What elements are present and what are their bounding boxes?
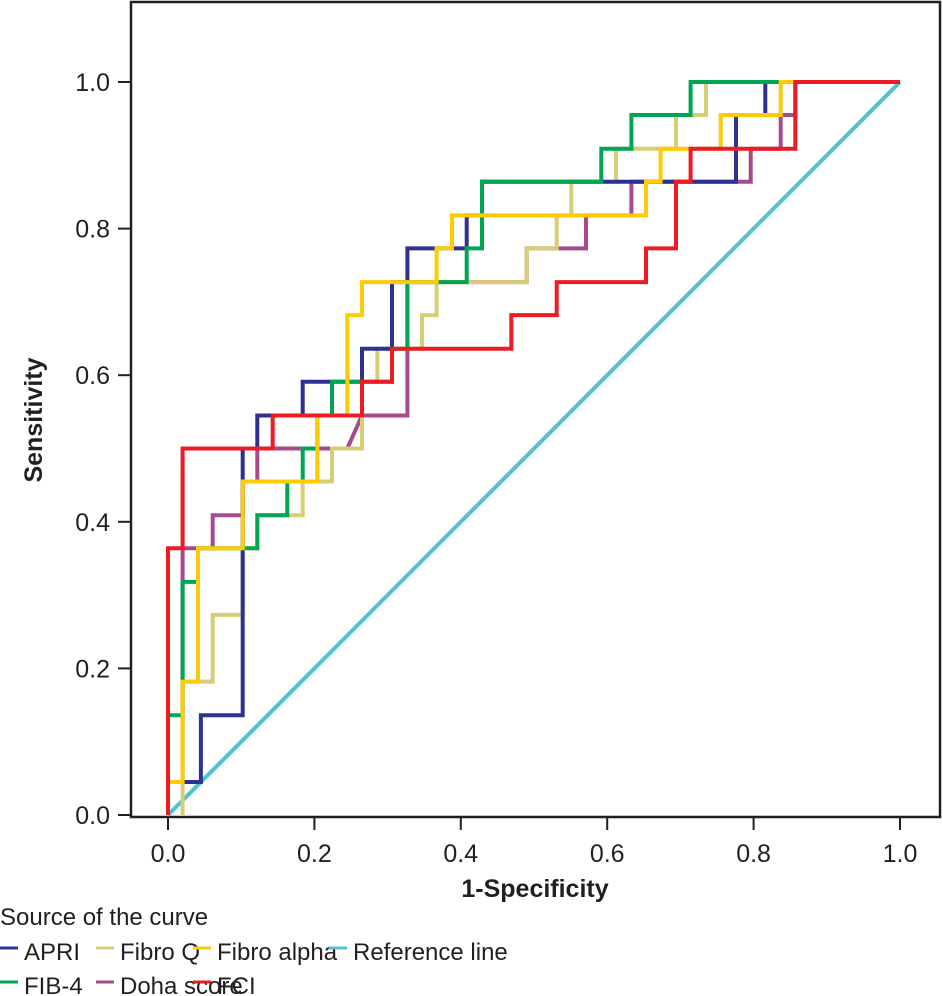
legend: APRI Fibro Q Fibro alpha Reference line FIB-… [0, 939, 508, 996]
plot-frame [129, 0, 942, 819]
legend-label: Doha score [120, 973, 243, 996]
legend-item-doha-score: Doha score [96, 973, 243, 996]
legend-label: Fibro alpha [217, 939, 338, 966]
legend-item-apri: APRI [0, 939, 80, 966]
x-tick-label: 0.4 [443, 840, 478, 868]
legend-item-fibro-q: Fibro Q [96, 939, 200, 966]
legend-label: Fibro Q [120, 939, 200, 966]
legend-title: Source of the curve [0, 904, 208, 931]
legend-item-fibro-alpha: Fibro alpha [193, 939, 338, 966]
y-tick-label: 0.4 [75, 509, 110, 537]
y-tick-label: 0.0 [75, 802, 110, 830]
legend-label: FIB-4 [24, 973, 83, 996]
series-line-fci [166, 80, 900, 815]
x-tick-label: 0.0 [151, 840, 186, 868]
y-axis: 0.0 0.2 0.4 0.6 0.8 1.0 [75, 69, 131, 830]
x-tick-label: 0.6 [590, 840, 625, 868]
legend-item-fci: FCI [193, 973, 256, 996]
y-tick-label: 1.0 [75, 69, 110, 97]
x-axis: 0.0 0.2 0.4 0.6 0.8 1.0 [151, 817, 918, 868]
y-tick-label: 0.2 [75, 655, 110, 683]
x-tick-label: 0.2 [297, 840, 332, 868]
legend-item-reference-line: Reference line [329, 939, 508, 966]
series-layer [166, 80, 902, 817]
legend-label: FCI [217, 973, 256, 996]
legend-label: Reference line [353, 939, 508, 966]
legend-item-fib-4: FIB-4 [0, 973, 83, 996]
y-axis-title: Sensitivity [20, 357, 48, 482]
y-tick-label: 0.6 [75, 362, 110, 390]
legend-label: APRI [24, 939, 80, 966]
x-tick-label: 0.8 [736, 840, 771, 868]
series-line-reference-line [166, 80, 902, 817]
x-tick-label: 1.0 [883, 840, 918, 868]
x-axis-title: 1-Specificity [461, 875, 608, 903]
y-tick-label: 0.8 [75, 216, 110, 244]
